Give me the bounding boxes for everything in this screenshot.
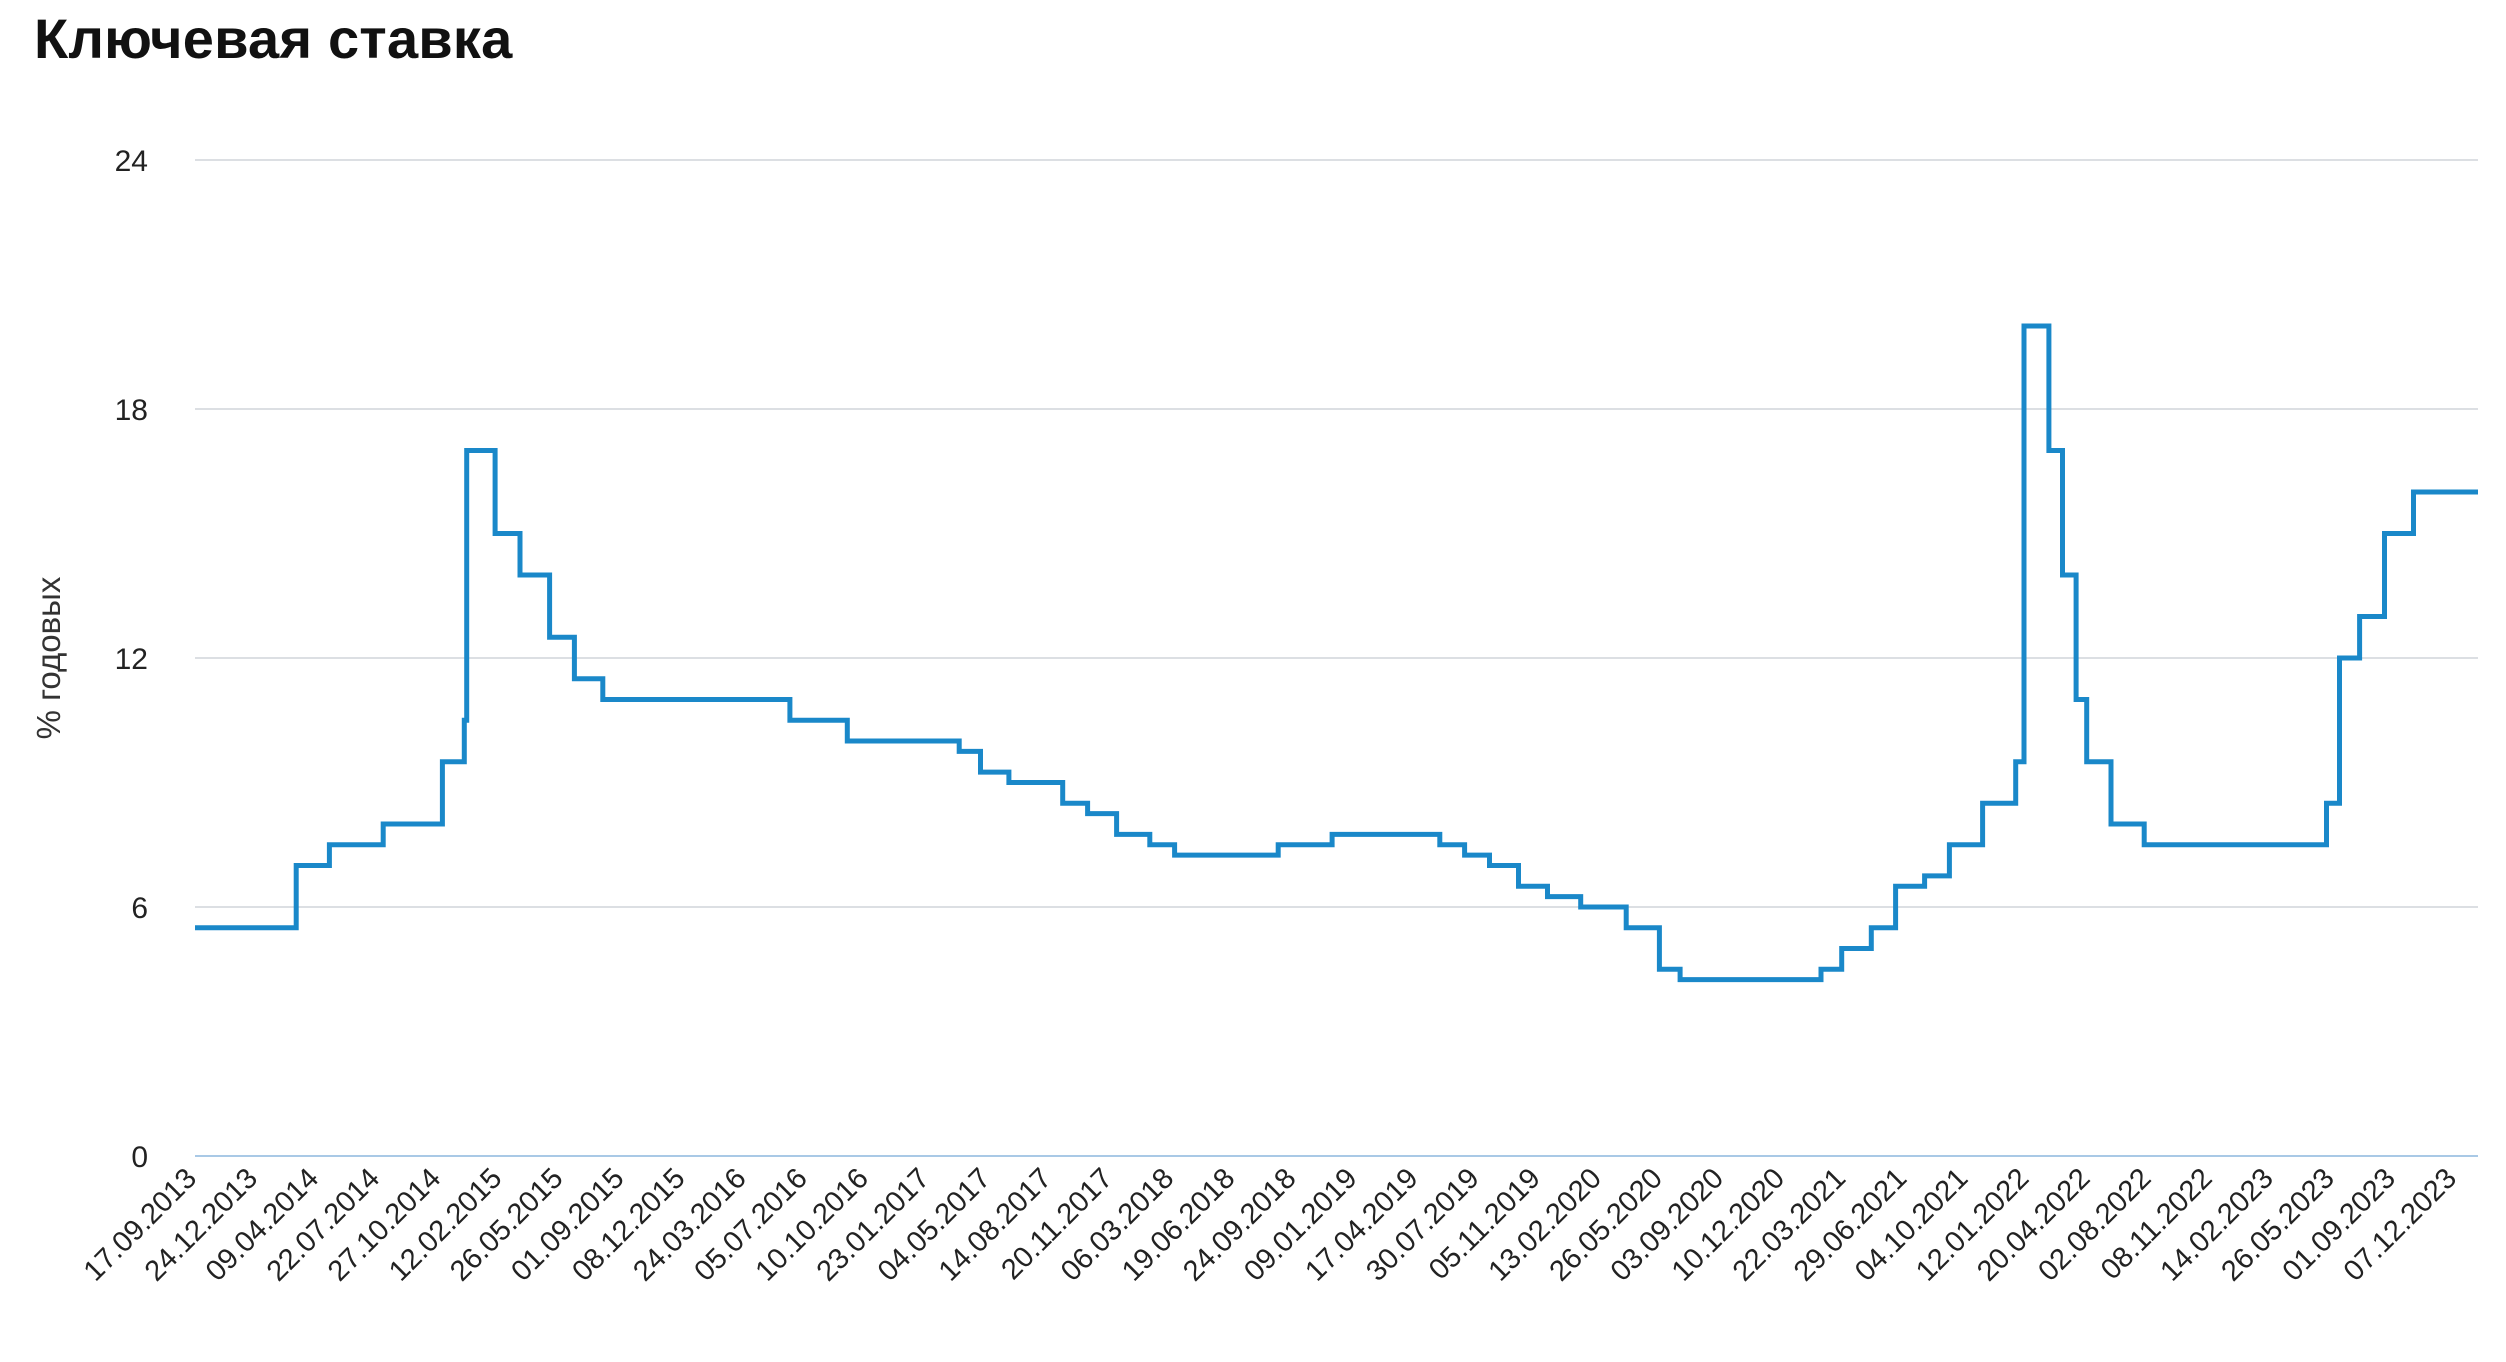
y-axis-label: % годовых — [30, 576, 67, 739]
gridlines — [195, 159, 2478, 908]
y-tick-label: 0 — [131, 1141, 148, 1174]
series-line-key-rate — [195, 323, 2478, 983]
y-axis-ticks: 0 6 12 18 24 — [115, 145, 148, 1174]
page-title: Ключевая ставка — [34, 7, 513, 70]
y-tick-label: 18 — [115, 394, 148, 427]
y-tick-label: 12 — [115, 643, 148, 676]
x-axis-ticks: 17.09.201324.12.201309.04.201422.07.2014… — [78, 1162, 2463, 1287]
y-tick-label: 24 — [115, 145, 148, 178]
y-tick-label: 6 — [131, 892, 148, 925]
